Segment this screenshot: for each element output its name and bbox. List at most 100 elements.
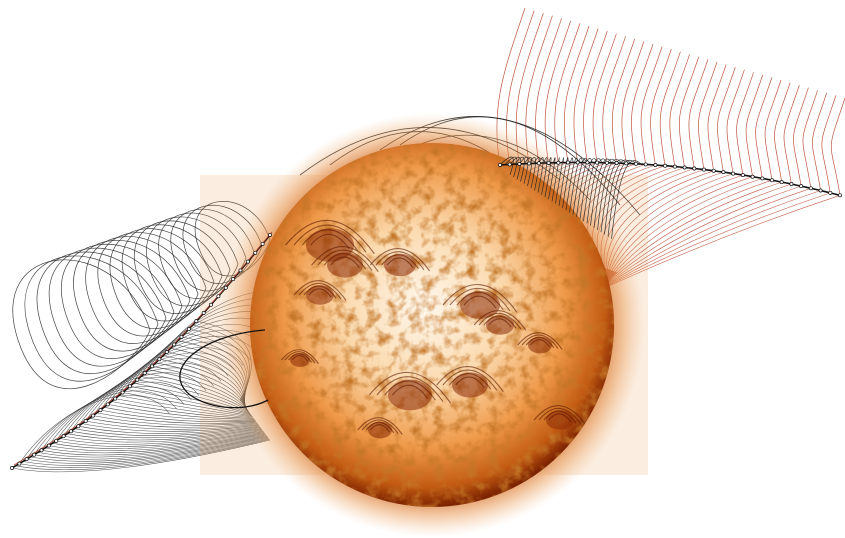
active-region-loop [543,410,577,424]
footpoint-marker [179,334,184,339]
active-region-loop [293,280,347,301]
open-field-line-north [745,74,764,177]
active-region-loop [308,288,332,298]
filament-arc [179,329,269,409]
footpoint-marker [595,160,600,165]
active-region-loop [517,332,563,350]
active-region-loop [298,282,342,300]
arm-feeder-line [572,157,588,215]
arm-feeder-line [528,157,536,189]
active-region-loop [303,285,337,299]
open-field-line-north [669,54,690,167]
footpoint-marker [575,160,580,165]
footpoint-marker [527,161,532,166]
closed-loop-left [85,236,199,344]
active-regions [281,220,587,439]
footpoint-marker [238,268,243,273]
open-field-line-left [85,420,259,430]
footpoint-marker [32,452,37,457]
active-region [388,379,432,411]
closed-loop-left [146,216,239,307]
open-field-line-north [544,20,572,163]
active-region-loop [361,419,399,434]
open-field-line-left [67,427,262,441]
footpoint-marker [585,160,590,165]
open-field-line-left [115,398,254,418]
open-field-line-left [81,423,259,432]
footpoint-marker [24,457,29,462]
open-field-line-left [104,407,256,421]
footpoint-marker [164,350,169,354]
active-region-loop [301,229,359,251]
active-region-loop [368,371,452,404]
footpoint-marker [98,408,103,413]
open-field-line-north [640,46,663,165]
footpoint-marker [556,160,561,165]
mesh-line-left [19,395,170,464]
open-field-line-north [650,48,672,166]
arm-feeder-line [541,157,548,195]
footpoint-marker [799,184,804,189]
arm-feeder-line [544,157,552,198]
solar-disk [250,143,614,507]
active-region-loop [473,310,527,331]
mesh-line-left [26,390,177,460]
active-region-loop [455,376,485,389]
arm-feeder-line [586,158,608,224]
active-region-loop [448,373,492,390]
open-field-line-north [717,66,736,173]
mesh-line-left [33,386,185,455]
footpoint-marker [268,233,272,237]
active-region [327,252,363,278]
open-field-line-left [34,434,267,460]
footpoint-marker [46,443,51,448]
closed-loop-left [121,224,223,322]
active-region-loop [293,224,367,253]
active-region-loop [357,417,403,435]
footpoint-marker [253,250,258,255]
footpoint-marker [536,161,541,166]
active-region-loop [284,351,316,364]
arm-feeder-line [569,157,583,213]
open-field-line-north [707,64,727,171]
footpoint-marker [692,166,697,171]
arm-feeder-line [583,158,603,222]
footpoint-marker [604,160,609,165]
arm-feeder-line [579,158,598,220]
active-region-loop [386,257,414,268]
active-region-loop [478,312,522,330]
mesh-line-left [55,372,207,442]
footpoint-marker [223,285,228,290]
footpoint-marker [260,241,265,246]
footpoint-marker [245,259,250,264]
footpoint-marker [828,190,833,195]
footpoint-marker [216,294,221,299]
open-field-line-left [41,433,266,456]
active-region-loop [381,254,419,269]
arm-feeder-line [565,157,579,211]
footpoint-marker [209,302,213,307]
closed-loop-left [48,247,175,367]
footpoint-marker [779,180,784,185]
footpoint-marker [770,178,774,183]
footpoint-marker [76,424,81,429]
open-field-line-north [802,90,818,189]
open-field-line-left [48,431,265,452]
open-field-line-north [793,87,809,187]
mesh-line-left [85,352,236,422]
open-field-line-north [755,77,773,179]
footpoint-marker [127,384,132,389]
active-region-loop [281,349,319,365]
footpoint-marker [135,377,140,382]
arm-feeder-line [555,157,564,204]
active-region-loop [384,380,436,401]
footpoint-marker [672,164,677,169]
open-field-line-left [74,426,260,436]
footpoint-marker [507,162,512,167]
open-field-line-left [37,434,266,458]
open-field-line-north [783,84,800,185]
footpoint-marker [643,162,648,167]
footpoint-marker [624,161,629,166]
active-region-loop [288,353,312,363]
footpoint-marker [808,186,813,191]
